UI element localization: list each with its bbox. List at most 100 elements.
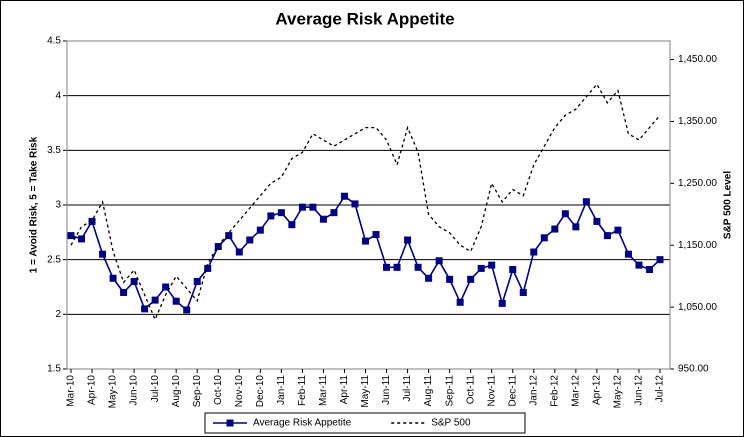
- x-tick-label: Apr-11: [339, 375, 350, 405]
- x-tick-label: Feb-11: [297, 375, 308, 406]
- y-tick-label: 2.5: [47, 254, 61, 265]
- marker: [477, 264, 485, 272]
- x-tick-label: May-10: [108, 375, 119, 409]
- y-tick-label: 4.5: [47, 36, 61, 47]
- marker: [614, 226, 622, 234]
- marker: [277, 209, 285, 217]
- marker: [88, 217, 96, 225]
- marker: [214, 243, 222, 251]
- x-tick-label: Jul-11: [402, 375, 413, 402]
- marker: [78, 235, 86, 243]
- x-tick-label: May-12: [613, 375, 624, 409]
- x-tick-label: Sep-11: [444, 375, 455, 407]
- y2-tick-label: 950.00: [678, 364, 709, 375]
- x-tick-label: Jun-10: [129, 375, 140, 406]
- marker: [225, 232, 233, 240]
- marker: [120, 288, 128, 296]
- x-tick-label: Mar-10: [66, 375, 77, 407]
- x-tick-label: Dec-11: [507, 375, 518, 407]
- marker: [467, 275, 475, 283]
- marker: [561, 210, 569, 218]
- x-tick-label: Jul-12: [655, 375, 666, 403]
- y-tick-label: 1.5: [47, 364, 61, 375]
- x-tick-label: Oct-10: [213, 375, 224, 405]
- y-tick-label: 3.5: [47, 145, 61, 156]
- marker: [425, 274, 433, 282]
- marker: [435, 257, 443, 265]
- marker: [624, 250, 632, 258]
- marker: [582, 198, 590, 206]
- marker: [572, 223, 580, 231]
- marker: [288, 221, 296, 229]
- marker: [656, 256, 664, 264]
- marker: [551, 225, 559, 233]
- x-tick-label: Jun-12: [634, 375, 645, 406]
- x-tick-label: Oct-11: [465, 375, 476, 405]
- marker: [319, 215, 327, 223]
- marker: [235, 248, 243, 256]
- legend-label: Average Risk Appetite: [253, 418, 352, 429]
- marker: [393, 263, 401, 271]
- y2-tick-label: 1,350.00: [678, 116, 717, 127]
- marker: [498, 299, 506, 307]
- marker: [404, 236, 412, 244]
- x-tick-label: Mar-11: [318, 375, 329, 406]
- marker: [362, 237, 369, 245]
- marker: [130, 278, 138, 286]
- x-tick-label: Nov-11: [486, 375, 497, 407]
- marker: [151, 296, 159, 304]
- marker: [330, 209, 338, 217]
- x-tick-label: Feb-12: [549, 375, 560, 407]
- x-tick-label: Sep-10: [192, 375, 203, 408]
- marker: [309, 203, 317, 211]
- marker: [603, 232, 611, 240]
- marker: [635, 261, 643, 269]
- x-tick-label: Mar-12: [570, 375, 581, 407]
- x-tick-label: Apr-12: [592, 375, 603, 405]
- legend-label: S&P 500: [431, 418, 471, 429]
- y-tick-label: 4: [55, 90, 61, 101]
- y2-axis-title: S&P 500 Level: [723, 171, 734, 239]
- legend-box: [204, 412, 526, 434]
- y2-tick-label: 1,450.00: [678, 54, 717, 65]
- y2-tick-label: 1,250.00: [678, 178, 717, 189]
- x-tick-label: Aug-10: [171, 375, 182, 408]
- y2-tick-label: 1,050.00: [678, 302, 717, 313]
- legend-marker: [226, 419, 234, 427]
- x-tick-label: Jan-11: [276, 375, 287, 405]
- x-tick-label: Aug-11: [423, 375, 434, 407]
- marker: [488, 261, 496, 269]
- marker: [172, 297, 180, 305]
- marker: [67, 232, 75, 240]
- x-tick-label: Dec-10: [255, 375, 266, 408]
- x-tick-label: Jul-10: [150, 375, 161, 403]
- marker: [372, 231, 380, 239]
- marker: [99, 250, 107, 258]
- y-axis-title: 1 = Avoid Risk, 5 = Take Risk: [29, 136, 40, 273]
- marker: [645, 266, 653, 274]
- marker: [530, 248, 538, 256]
- marker: [351, 200, 359, 208]
- marker: [204, 264, 212, 272]
- x-tick-label: Jan-12: [528, 375, 539, 406]
- y2-tick-label: 1,150.00: [678, 240, 717, 251]
- marker: [519, 288, 527, 296]
- marker: [141, 305, 149, 313]
- plot-frame: [66, 40, 671, 370]
- marker: [267, 212, 275, 220]
- marker: [509, 266, 517, 274]
- marker: [446, 275, 454, 283]
- marker: [256, 226, 264, 234]
- x-tick-label: Jun-11: [381, 375, 392, 405]
- marker: [246, 236, 254, 244]
- marker: [593, 217, 601, 225]
- marker: [340, 192, 348, 200]
- marker: [298, 203, 306, 211]
- marker: [162, 283, 170, 291]
- marker: [456, 298, 464, 306]
- marker: [414, 263, 422, 271]
- y-tick-label: 3: [55, 200, 61, 211]
- marker: [193, 278, 201, 286]
